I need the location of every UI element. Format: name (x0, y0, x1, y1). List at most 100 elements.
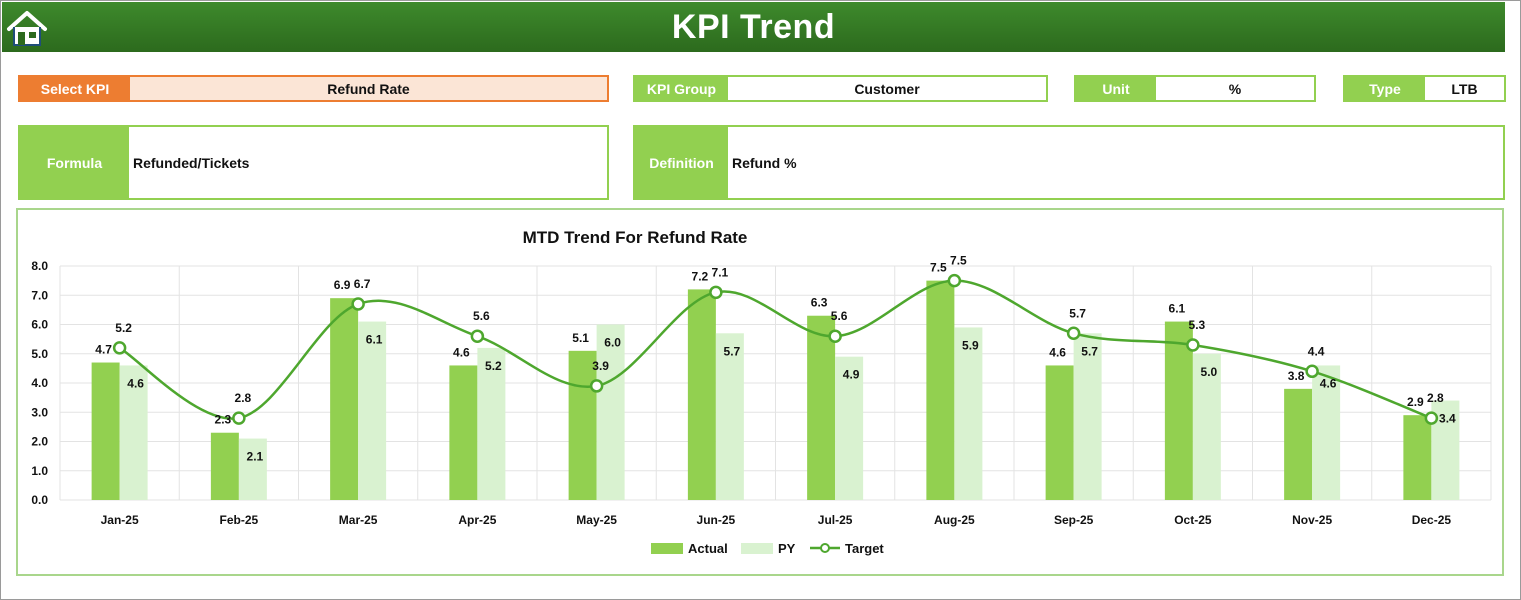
data-label-actual: 3.8 (1288, 369, 1305, 383)
x-tick-label: Mar-25 (339, 513, 378, 527)
data-label-target: 7.1 (712, 265, 729, 279)
formula-box (18, 125, 609, 200)
x-tick-label: May-25 (576, 513, 617, 527)
page-title: KPI Trend (671, 8, 836, 46)
data-label-actual: 5.1 (572, 331, 589, 345)
definition-value: Refund % (728, 127, 1503, 198)
y-tick-label: 0.0 (31, 493, 48, 507)
x-tick-label: Aug-25 (934, 513, 975, 527)
target-marker (589, 379, 604, 393)
bar-py (238, 438, 267, 500)
x-tick-label: Jan-25 (101, 513, 139, 527)
legend-label-py: PY (778, 541, 796, 556)
data-label-py: 4.6 (127, 376, 144, 390)
data-label-target: 2.8 (1427, 391, 1444, 405)
data-label-target: 2.8 (235, 391, 252, 405)
bar-actual (926, 280, 955, 500)
data-label-target: 4.4 (1308, 344, 1325, 358)
type-value: LTB (1425, 77, 1504, 100)
target-marker (947, 273, 962, 288)
legend-label-target: Target (845, 541, 884, 556)
bar-py (596, 324, 625, 500)
data-label-target: 5.7 (1069, 306, 1086, 320)
y-tick-label: 1.0 (31, 464, 48, 478)
legend-label-actual: Actual (688, 541, 728, 556)
unit-box (1074, 75, 1316, 102)
legend-swatch-actual (651, 543, 683, 554)
bar-py (477, 347, 506, 500)
bar-actual (449, 365, 478, 500)
type-label: Type (1345, 77, 1425, 100)
select-kpi-label: Select KPI (20, 77, 130, 100)
data-label-py: 3.4 (1439, 412, 1456, 426)
data-label-actual: 2.9 (1407, 395, 1424, 409)
data-label-actual: 4.6 (453, 345, 470, 359)
bar-py (119, 365, 148, 500)
target-marker (351, 297, 365, 311)
data-label-actual: 4.6 (1049, 345, 1066, 359)
x-tick-label: Jul-25 (818, 513, 853, 527)
legend-swatch-py (741, 543, 773, 554)
unit-value: % (1156, 77, 1314, 100)
data-label-py: 5.2 (485, 359, 502, 373)
data-label-actual: 2.3 (215, 413, 232, 427)
kpi-group-box (633, 75, 1048, 102)
bar-actual (1403, 415, 1432, 500)
bar-actual (1045, 365, 1074, 500)
y-tick-label: 6.0 (31, 318, 48, 332)
select-kpi-dropdown[interactable]: Refund Rate (130, 77, 607, 100)
bar-py (358, 321, 387, 500)
y-tick-label: 8.0 (31, 259, 48, 273)
home-icon[interactable] (6, 8, 48, 48)
formula-value: Refunded/Tickets (129, 127, 607, 198)
data-label-py: 5.7 (1081, 344, 1098, 358)
bar-py (1073, 333, 1102, 500)
data-label-py: 5.9 (962, 338, 979, 352)
data-label-py: 4.6 (1320, 376, 1337, 390)
data-label-actual: 4.7 (95, 343, 112, 357)
data-label-py: 2.1 (247, 450, 264, 464)
target-marker (1305, 364, 1319, 379)
target-marker (470, 329, 485, 343)
target-marker (112, 341, 127, 355)
bar-actual (330, 298, 359, 500)
data-label-py: 6.1 (366, 333, 383, 347)
data-label-actual: 6.3 (811, 296, 828, 310)
data-label-py: 6.0 (604, 336, 621, 350)
bar-actual (91, 362, 120, 500)
x-tick-label: Nov-25 (1292, 513, 1332, 527)
target-marker (1424, 411, 1439, 425)
bar-py (715, 333, 744, 500)
data-label-py: 5.0 (1201, 365, 1218, 379)
target-marker (709, 285, 723, 300)
data-label-target: 5.2 (115, 321, 132, 335)
x-tick-label: Dec-25 (1412, 513, 1452, 527)
data-label-target: 5.3 (1189, 318, 1206, 332)
trend-chart: MTD Trend For Refund Rate 0.0 1.0 2.0 3.0 4.… (31, 228, 1492, 556)
chart-container: MTD Trend For Refund Rate 0.0 1.0 2.0 3.0 4.… (16, 208, 1504, 576)
bar-actual (687, 289, 716, 500)
kpi-group-label: KPI Group (635, 77, 728, 100)
bar-py (835, 356, 864, 500)
bar-py (954, 327, 983, 500)
bar-py (1192, 353, 1221, 500)
chart-title: MTD Trend For Refund Rate (523, 228, 748, 247)
bar-actual (568, 350, 597, 500)
type-box (1343, 75, 1506, 102)
data-label-target: 5.6 (473, 309, 490, 323)
data-label-target: 6.7 (354, 277, 371, 291)
data-label-target: 7.5 (950, 254, 967, 268)
data-label-actual: 6.9 (334, 278, 351, 292)
y-tick-label: 2.0 (31, 435, 48, 449)
bar-actual (1284, 388, 1313, 500)
x-tick-label: Oct-25 (1174, 513, 1212, 527)
data-label-target: 5.6 (831, 309, 848, 323)
target-marker (1066, 326, 1081, 341)
formula-label: Formula (20, 127, 129, 198)
data-label-py: 5.7 (724, 344, 741, 358)
kpi-group-value: Customer (728, 77, 1046, 100)
x-tick-label: Sep-25 (1054, 513, 1094, 527)
data-label-py: 4.9 (843, 368, 860, 382)
x-tick-label: Feb-25 (220, 513, 259, 527)
data-label-target: 3.9 (592, 359, 609, 373)
